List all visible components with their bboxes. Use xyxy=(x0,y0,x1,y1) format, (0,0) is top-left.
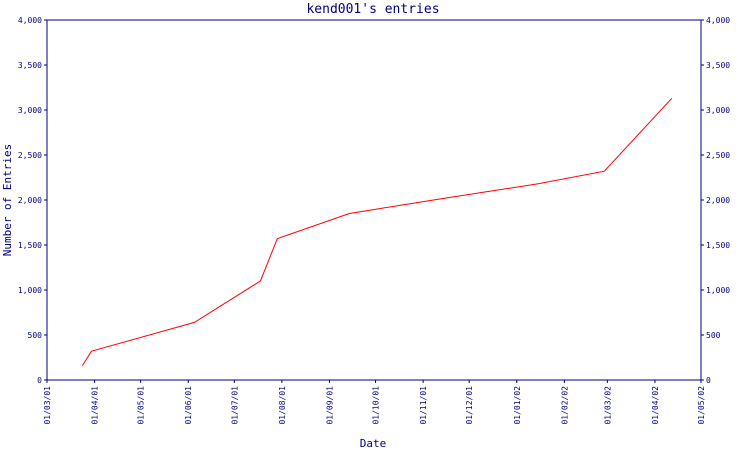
y-tick-label-right: 0 xyxy=(706,376,711,385)
x-axis-title: Date xyxy=(360,437,387,450)
x-tick-label: 01/06/01 xyxy=(184,386,193,425)
y-tick-label-right: 1,500 xyxy=(706,241,730,250)
x-tick-label: 01/08/01 xyxy=(278,386,287,425)
entries-series-line xyxy=(81,97,673,366)
y-tick-label-left: 2,000 xyxy=(18,196,42,205)
y-tick-label-right: 1,000 xyxy=(706,286,730,295)
y-tick-label-left: 3,000 xyxy=(18,106,42,115)
chart-title: kend001's entries xyxy=(306,2,439,17)
x-tick-label: 01/09/01 xyxy=(325,386,334,425)
x-tick-label: 01/04/02 xyxy=(651,386,660,425)
y-tick-label-right: 2,500 xyxy=(706,151,730,160)
y-tick-label-right: 3,500 xyxy=(706,61,730,70)
x-tick-label: 01/03/01 xyxy=(43,386,52,425)
x-tick-label: 01/05/01 xyxy=(137,386,146,425)
y-tick-label-right: 4,000 xyxy=(706,16,730,25)
y-tick-label-left: 0 xyxy=(37,376,42,385)
plot-area xyxy=(46,19,702,381)
y-tick-label-left: 2,500 xyxy=(18,151,42,160)
y-tick-label-left: 4,000 xyxy=(18,16,42,25)
x-ticks: 01/03/01 01/04/01 01/05/01 01/06/01 01/07/01… xyxy=(43,380,706,425)
x-tick-label: 01/05/02 xyxy=(697,386,706,425)
x-tick-label: 01/03/02 xyxy=(603,386,612,425)
y-tick-label-left: 3,500 xyxy=(18,61,42,70)
y-tick-label-right: 2,000 xyxy=(706,196,730,205)
x-tick-label: 01/12/01 xyxy=(465,386,474,425)
y-tick-label-right: 500 xyxy=(706,331,721,340)
x-tick-label: 01/07/01 xyxy=(230,386,239,425)
y-tick-label-left: 1,500 xyxy=(18,241,42,250)
y-tick-label-left: 1,000 xyxy=(18,286,42,295)
y-tick-label-left: 500 xyxy=(28,331,43,340)
y-ticks: 0 0 500 500 1,000 1,000 1,500 1,500 2,000 2,000 2,… xyxy=(18,16,730,385)
x-tick-label: 01/02/02 xyxy=(560,386,569,425)
x-tick-label: 01/11/01 xyxy=(419,386,428,425)
y-axis-title: Number of Entries xyxy=(1,144,14,257)
x-tick-label: 01/01/02 xyxy=(513,386,522,425)
x-tick-label: 01/04/01 xyxy=(91,386,100,425)
x-tick-label: 01/10/01 xyxy=(372,386,381,425)
y-tick-label-right: 3,000 xyxy=(706,106,730,115)
